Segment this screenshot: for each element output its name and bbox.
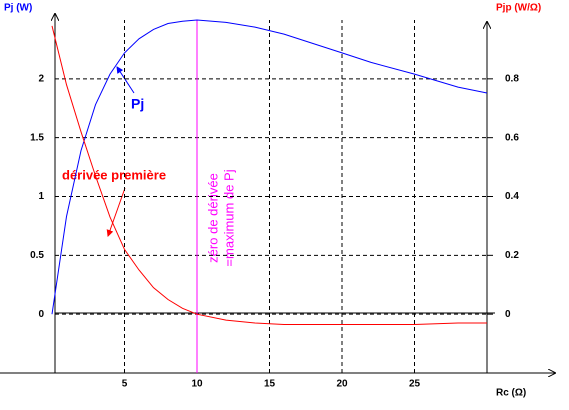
annotation: =maximum de Pj [221,169,236,266]
series-line [51,25,487,325]
x-tick-label: 5 [122,379,128,390]
annotation-arrow [106,187,126,237]
x-tick-label: 15 [264,379,276,390]
x-axis-label: Rc (Ω) [496,388,526,399]
x-tick-label: 10 [191,379,203,390]
y2-tick-label: 0 [505,309,511,320]
annotation-arrow [116,66,135,94]
y-tick-label: 0 [38,309,44,320]
annotation: Pj [131,96,144,112]
y2-tick-label: 0.4 [505,191,519,202]
series-line [51,19,488,315]
y2-tick-label: 0.2 [505,250,519,261]
y-axis-label: Pj (W) [4,3,32,14]
y2-tick-label: 0.8 [505,73,519,84]
y2-tick-label: 0.6 [505,132,519,143]
y-tick-label: 1 [38,191,44,202]
x-tick-label: 20 [336,379,348,390]
y-tick-label: 1.5 [30,132,44,143]
annotation: dérivée première [62,167,166,182]
x-tick-label: 25 [409,379,421,390]
annotation: zéro de dérivée [205,173,220,263]
y-tick-label: 0.5 [30,250,44,261]
y2-axis-label: Pjp (W/Ω) [496,3,541,14]
y-tick-label: 2 [38,73,44,84]
